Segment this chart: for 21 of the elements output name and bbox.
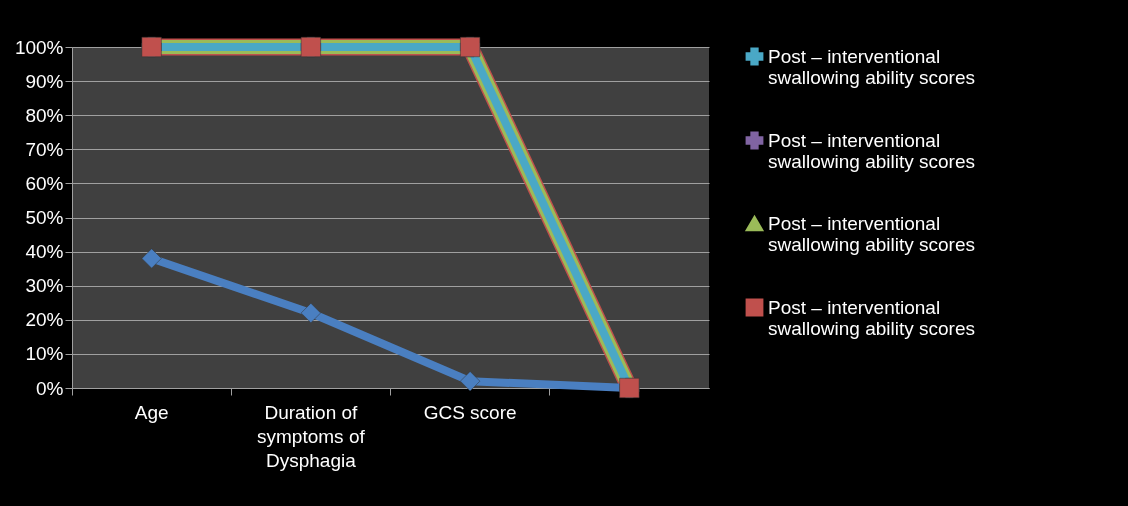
y-tick-label: 10% (25, 343, 64, 365)
legend-label: Post – interventional swallowing ability scores (768, 129, 975, 172)
point (300, 302, 321, 323)
y-tick-label: 60% (25, 172, 64, 194)
y-tick-label: 20% (25, 309, 64, 331)
y-tick-label: 50% (25, 207, 64, 228)
y-tick-label: 80% (25, 104, 64, 126)
x-tick-label: Age (134, 401, 169, 423)
x-tick-label: GCS score (423, 401, 517, 423)
y-tick-label: 100% (14, 36, 64, 58)
point (141, 248, 162, 269)
legend-label: Post – interventional swallowing ability scores (768, 296, 975, 339)
y-tick-label: 30% (25, 275, 64, 297)
legend-label: Post – interventional swallowing ability scores (768, 212, 975, 255)
y-tick-label: 40% (25, 241, 64, 263)
x-tick-label: Duration of symptoms of Dysphagia (257, 401, 366, 471)
y-tick-label: 0% (36, 377, 64, 399)
y-tick-label: 90% (25, 70, 64, 92)
y-tick-label: 70% (25, 138, 64, 160)
legend-label: Post – interventional swallowing ability scores (768, 45, 975, 88)
point (460, 371, 481, 392)
